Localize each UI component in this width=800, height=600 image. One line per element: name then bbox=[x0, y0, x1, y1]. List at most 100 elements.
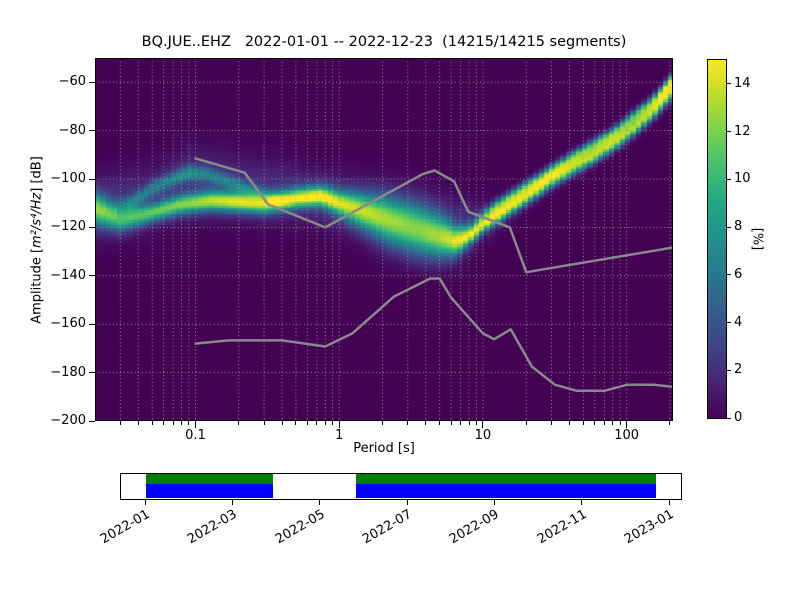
y-major-tick bbox=[88, 420, 95, 422]
x-major-tick bbox=[194, 421, 196, 428]
timeline-tick-label: 2022-01 bbox=[97, 507, 153, 548]
timeline-tick-label: 2022-09 bbox=[447, 507, 502, 548]
x-axis-label: Period [s] bbox=[353, 441, 415, 456]
colorbar-tick-label: 2 bbox=[734, 362, 743, 378]
y-tick-label: −60 bbox=[58, 74, 86, 90]
x-minor-tick bbox=[460, 421, 462, 425]
noise-model-nhnm-line bbox=[194, 157, 673, 274]
y-tick-label: −160 bbox=[50, 316, 86, 332]
x-minor-tick bbox=[188, 421, 190, 425]
x-minor-tick bbox=[450, 421, 452, 425]
x-minor-tick bbox=[151, 421, 153, 425]
x-minor-tick bbox=[582, 421, 584, 425]
x-minor-tick bbox=[263, 421, 265, 425]
colorbar-tick-label: 12 bbox=[734, 123, 751, 139]
y-tick-label: −100 bbox=[50, 171, 86, 186]
colorbar-tick-label: 10 bbox=[734, 171, 751, 187]
timeline-tick bbox=[319, 500, 321, 505]
x-minor-tick bbox=[172, 421, 174, 425]
y-tick-label: −80 bbox=[58, 122, 86, 138]
timeline-tick bbox=[668, 500, 670, 505]
colorbar-tick-label: 6 bbox=[734, 266, 743, 282]
y-major-tick bbox=[88, 178, 95, 180]
colorbar-tick bbox=[727, 322, 731, 324]
x-minor-tick bbox=[119, 421, 121, 425]
timeline-tick bbox=[493, 500, 495, 505]
x-major-tick bbox=[338, 421, 340, 428]
timeline-tick-label: 2023-01 bbox=[621, 507, 677, 548]
grid-and-noise-models bbox=[95, 58, 673, 421]
x-major-tick bbox=[482, 421, 484, 428]
plot-title: BQ.JUE..EHZ 2022-01-01 -- 2022-12-23 (14… bbox=[141, 34, 627, 50]
x-minor-tick bbox=[238, 421, 240, 425]
timeline-tick-label: 2022-03 bbox=[185, 507, 240, 548]
x-tick-label: 1 bbox=[335, 428, 344, 443]
x-minor-tick bbox=[619, 421, 621, 425]
x-minor-tick bbox=[181, 421, 183, 425]
x-minor-tick bbox=[603, 421, 605, 425]
x-minor-tick bbox=[332, 421, 334, 425]
colorbar-tick-label: 0 bbox=[734, 410, 743, 425]
timeline-segment-processed bbox=[356, 474, 656, 484]
x-minor-tick bbox=[612, 421, 614, 425]
x-minor-tick bbox=[295, 421, 297, 425]
x-minor-tick bbox=[425, 421, 427, 425]
colorbar-tick-label: 14 bbox=[734, 75, 751, 91]
x-minor-tick bbox=[551, 421, 553, 425]
y-tick-label: −120 bbox=[50, 219, 86, 235]
x-minor-tick bbox=[568, 421, 570, 425]
timeline-tick bbox=[581, 500, 583, 505]
x-minor-tick bbox=[163, 421, 165, 425]
x-minor-tick bbox=[137, 421, 139, 425]
x-minor-tick bbox=[407, 421, 409, 425]
y-major-tick bbox=[88, 323, 95, 325]
x-minor-tick bbox=[381, 421, 383, 425]
colorbar-tick bbox=[727, 131, 731, 133]
y-major-tick bbox=[88, 130, 95, 132]
x-tick-label: 10 bbox=[474, 428, 492, 443]
timeline-tick-label: 2022-05 bbox=[272, 507, 328, 548]
x-minor-tick bbox=[316, 421, 318, 425]
y-tick-label: −180 bbox=[50, 364, 86, 380]
x-minor-tick bbox=[468, 421, 470, 425]
ppsd-heatmap bbox=[95, 58, 673, 421]
x-tick-label: 100 bbox=[614, 428, 640, 443]
x-minor-tick bbox=[281, 421, 283, 425]
timeline-segment-processed bbox=[146, 474, 273, 484]
x-minor-tick bbox=[475, 421, 477, 425]
x-minor-tick bbox=[306, 421, 308, 425]
x-minor-tick bbox=[525, 421, 527, 425]
y-major-tick bbox=[88, 81, 95, 83]
colorbar-tick bbox=[727, 369, 731, 371]
colorbar-tick-label: 4 bbox=[734, 314, 743, 330]
colorbar-tick-label: 8 bbox=[734, 219, 743, 235]
timeline-tick bbox=[406, 500, 408, 505]
timeline-tick-label: 2022-11 bbox=[534, 507, 590, 548]
y-tick-label: −200 bbox=[50, 413, 86, 428]
y-major-tick bbox=[88, 372, 95, 374]
colorbar-tick bbox=[727, 226, 731, 228]
timeline-tick-label: 2022-07 bbox=[359, 507, 415, 548]
timeline-tick bbox=[144, 500, 146, 505]
timeline-segment-data bbox=[146, 483, 273, 498]
y-axis-label-prefix: Amplitude [ bbox=[29, 247, 45, 324]
colorbar-tick bbox=[727, 417, 731, 419]
x-minor-tick bbox=[669, 421, 671, 425]
x-major-tick bbox=[626, 421, 628, 428]
y-tick-label: −140 bbox=[50, 267, 86, 283]
colorbar-tick bbox=[727, 83, 731, 85]
x-minor-tick bbox=[439, 421, 441, 425]
x-minor-tick bbox=[324, 421, 326, 425]
x-tick-label: 0.1 bbox=[185, 428, 206, 443]
colorbar bbox=[707, 59, 727, 419]
colorbar-tick bbox=[727, 274, 731, 276]
timeline-tick bbox=[231, 500, 233, 505]
noise-model-nlnm-line bbox=[194, 277, 673, 393]
y-major-tick bbox=[88, 275, 95, 277]
timeline-segment-data bbox=[356, 483, 656, 498]
y-major-tick bbox=[88, 226, 95, 228]
colorbar-tick bbox=[727, 178, 731, 180]
timeline-coverage-bar bbox=[120, 473, 682, 500]
x-minor-tick bbox=[594, 421, 596, 425]
